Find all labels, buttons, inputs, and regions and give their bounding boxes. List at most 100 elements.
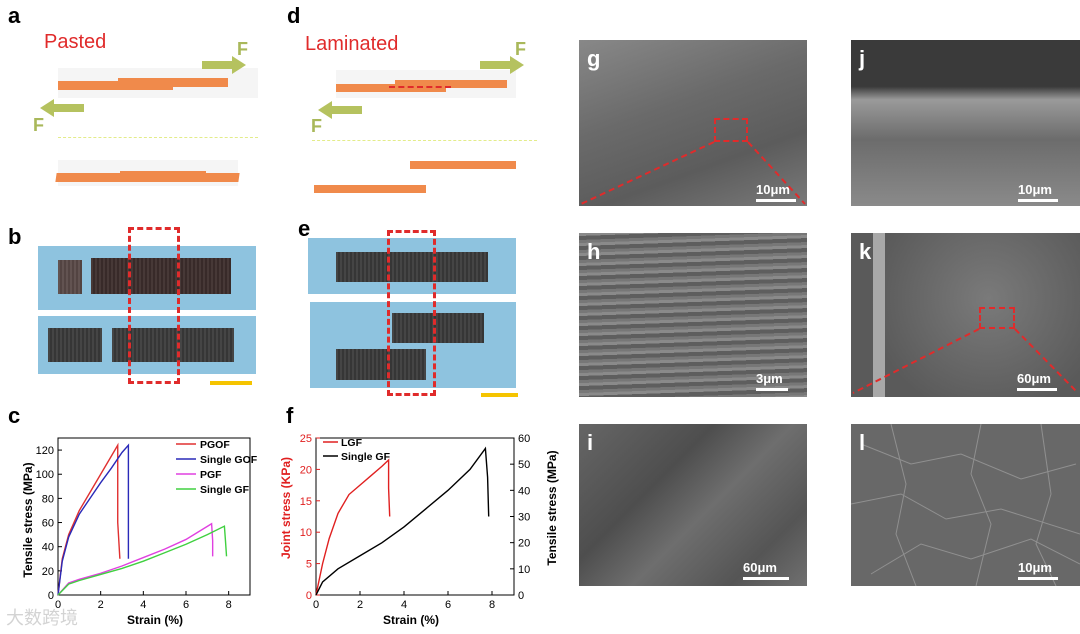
scale-label-j: 10μm <box>1018 182 1052 197</box>
force-arrow-left-icon <box>40 99 84 117</box>
chart-f-ytick-left-label: 25 <box>300 433 312 445</box>
scale-label-k: 60μm <box>1017 371 1051 386</box>
force-arrow-right-icon <box>480 56 524 74</box>
chart-c-xtick-label: 4 <box>140 599 146 611</box>
chart-f-ylabel-right: Tensile stress (MPa) <box>545 450 559 565</box>
sem-image-j: j 10μm <box>851 40 1080 206</box>
watermark: 大数跨境 <box>6 608 78 628</box>
chart-c-legend-label: Single GOF <box>200 454 258 466</box>
panel-label-a: a <box>8 3 21 28</box>
sample-b-broken-left <box>48 328 102 362</box>
scale-bar-b <box>210 381 252 385</box>
chart-f-ylabel-left: Joint stress (KPa) <box>279 457 293 559</box>
chart-c-xtick-label: 6 <box>183 599 189 611</box>
chart-c-xtick-label: 8 <box>226 599 232 611</box>
chart-c-ytick-label: 40 <box>42 542 54 554</box>
sem-image-l: l 10μm <box>851 424 1080 586</box>
laminated-strip-right <box>395 80 507 88</box>
chart-c-ytick-label: 60 <box>42 518 54 530</box>
chart-c-legend-label: Single GF <box>200 484 250 496</box>
sample-e-separated-top <box>392 313 484 343</box>
chart-c-xtick-label: 0 <box>55 599 61 611</box>
chart-c-frame <box>57 437 251 596</box>
highlight-box-b <box>128 227 180 384</box>
scale-bar-j <box>1018 199 1058 202</box>
chart-f-xlabel: Strain (%) <box>383 613 439 627</box>
scale-label-i: 60μm <box>743 560 777 575</box>
force-label-a-bottom: F <box>33 115 44 135</box>
scale-bar-i <box>743 577 789 580</box>
scale-bar-e <box>481 393 518 397</box>
chart-c-ytick-label: 100 <box>36 469 54 481</box>
zoom-lines-g <box>580 141 806 205</box>
force-arrow-left-icon <box>318 101 362 119</box>
sample-b-broken-right <box>112 328 234 362</box>
sample-e-joined <box>336 252 488 282</box>
panel-label-l: l <box>859 430 866 455</box>
pasted-broken-fragment <box>202 173 240 182</box>
chart-f-ytick-right-label: 50 <box>518 459 530 471</box>
laminated-separated-bottom <box>314 185 426 193</box>
chart-f-ytick-left-label: 10 <box>300 527 312 539</box>
chart-c-ytick-label: 0 <box>48 590 54 602</box>
chart-f-ytick-left-label: 20 <box>300 464 312 476</box>
chart-f-xtick-label: 2 <box>357 599 363 611</box>
divider-a <box>58 137 258 138</box>
chart-c-ytick-label: 80 <box>42 493 54 505</box>
panel-label-g: g <box>587 46 601 71</box>
chart-f-legend-label: Single GF <box>341 451 391 463</box>
scale-label-g: 10μm <box>756 182 790 197</box>
force-label-d-bottom: F <box>311 116 322 136</box>
panel-label-k: k <box>859 239 872 264</box>
panel-label-i: i <box>587 430 594 455</box>
highlight-box-e <box>387 230 436 396</box>
chart-f-ytick-right-label: 20 <box>518 538 530 550</box>
chart-f-ytick-right-label: 10 <box>518 564 530 576</box>
laminated-title: Laminated <box>305 33 399 55</box>
scale-bar-h <box>756 388 788 391</box>
chart-c-series-pgof <box>57 442 121 596</box>
force-label-d-top: F <box>515 39 526 59</box>
force-arrow-right-icon <box>202 56 246 74</box>
chart-f-ytick-left-label: 15 <box>300 496 312 508</box>
chart-c-xtick-label: 2 <box>98 599 104 611</box>
panel-label-j: j <box>859 46 866 71</box>
chart-f-xtick-label: 4 <box>401 599 407 611</box>
zoom-lines-k <box>852 328 1079 394</box>
chart-f-xtick-label: 8 <box>489 599 495 611</box>
chart-f-ytick-right-label: 60 <box>518 433 530 445</box>
chart-c-ytick-label: 20 <box>42 566 54 578</box>
pasted-strip-left <box>58 81 173 90</box>
laminated-separated-top <box>410 161 516 169</box>
zoom-box-k <box>979 307 1015 329</box>
scale-bar-g <box>756 199 796 202</box>
sem-image-k: k 60μm <box>851 233 1080 397</box>
scale-bar-l <box>1018 577 1058 580</box>
chart-c-ylabel: Tensile stress (MPa) <box>21 462 35 577</box>
overlap-dash <box>389 86 451 88</box>
divider-d <box>312 140 537 141</box>
chart-c-legend-label: PGF <box>200 469 222 481</box>
chart-c-series-single-gof <box>57 443 130 596</box>
chart-f-ytick-right-label: 0 <box>518 590 524 602</box>
fiber-edge-k <box>873 233 885 397</box>
zoom-box-g <box>714 118 748 142</box>
chart-f-ytick-left-label: 5 <box>306 559 312 571</box>
sem-image-h: h 3μm <box>579 233 807 397</box>
wrinkles-l <box>851 424 1080 586</box>
chart-f-ytick-right-label: 40 <box>518 485 530 497</box>
chart-f-xtick-label: 0 <box>313 599 319 611</box>
panel-label-e: e <box>298 216 311 241</box>
sample-e-separated-bottom <box>336 349 426 380</box>
chart-c-ytick-label: 120 <box>36 445 54 457</box>
chart-c-legend-label: PGOF <box>200 439 230 451</box>
panel-label-h: h <box>587 239 601 264</box>
chart-f-legend-label: LGF <box>341 437 363 449</box>
pasted-broken-strip-overlap <box>120 171 206 180</box>
chart-f-series-single-gf <box>315 446 490 596</box>
sem-image-i: i 60μm <box>579 424 807 586</box>
pasted-title: Pasted <box>44 31 107 53</box>
chart-f-xtick-label: 6 <box>445 599 451 611</box>
